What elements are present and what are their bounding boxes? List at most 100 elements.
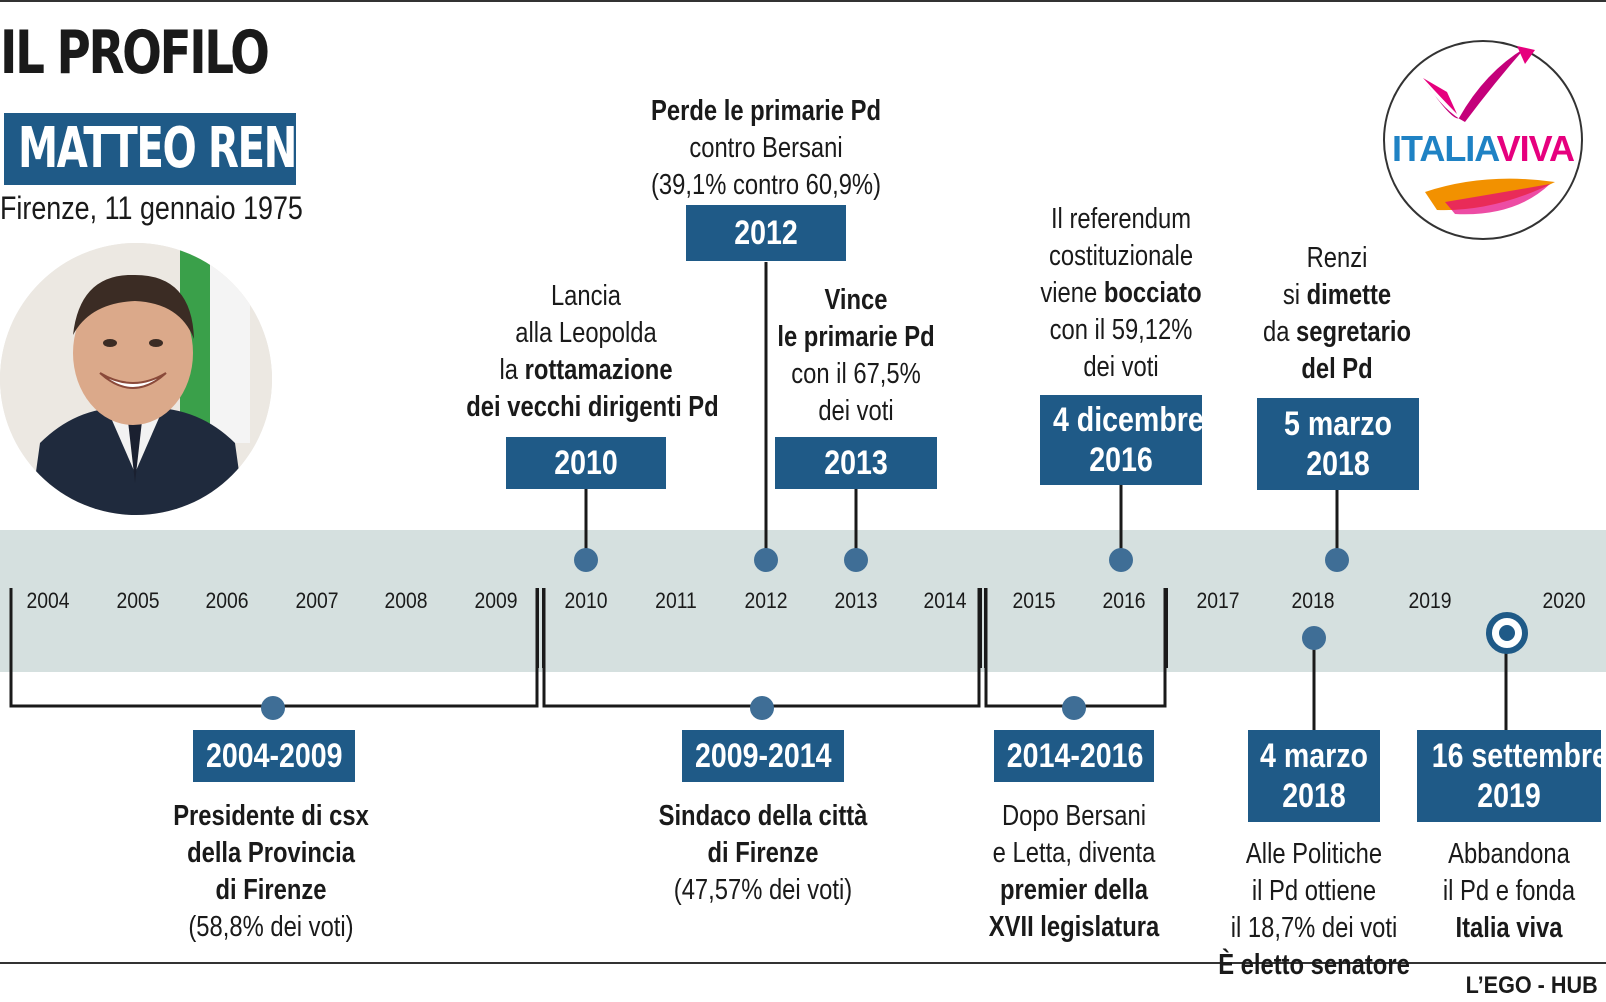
logo-wordmark: ITALIAVIVA — [1385, 128, 1581, 170]
above-date-box: 2012 — [686, 205, 846, 261]
above-date-box: 2013 — [775, 437, 937, 489]
event-text-line: alla Leopolda — [515, 317, 657, 349]
event-text-line: Perde le primarie Pd — [651, 95, 881, 127]
year-label: 2017 — [1196, 588, 1240, 613]
date-label: 2010 — [554, 444, 618, 482]
event-text-line: il 18,7% dei voti — [1230, 912, 1398, 944]
event-text-line: da segretario — [1262, 316, 1412, 348]
event-text-line: con il 59,12% — [1049, 314, 1193, 346]
event-dot — [1325, 548, 1349, 572]
below-event-text: Alle Politiche il Pd ottiene il 18,7% dei … — [1196, 836, 1432, 984]
event-text-line: il Pd e fonda — [1442, 875, 1576, 907]
below-date-box: 16 settembre 2019 — [1417, 730, 1606, 822]
period-dot — [261, 696, 285, 720]
date-label: 2014-2016 — [1006, 737, 1144, 775]
event-dot — [1109, 548, 1133, 572]
logo-text-viva: VIVA — [1496, 128, 1575, 169]
event-text-line: costituzionale — [1048, 240, 1194, 272]
above-date-box: 5 marzo 2018 — [1257, 398, 1419, 490]
date-label: 4 marzo — [1260, 737, 1368, 775]
event-dot — [754, 548, 778, 572]
event-text-line: si dimette — [1282, 279, 1392, 311]
year-label: 2010 — [564, 588, 608, 613]
year-label: 2015 — [1012, 588, 1056, 613]
date-label: 5 marzo — [1284, 405, 1392, 443]
below-event-text: Sindaco della città di Firenze (47,57% dei… — [612, 798, 914, 909]
date-label: 2013 — [824, 444, 888, 482]
year-label: 2016 — [1102, 588, 1146, 613]
date-label: 2016 — [1089, 441, 1153, 479]
event-dot — [1302, 626, 1326, 650]
date-label: 2012 — [734, 214, 798, 252]
event-text-line: e Letta, diventa — [992, 837, 1156, 869]
bracket-2014-2016 — [984, 588, 1167, 708]
event-text-line: contro Bersani — [689, 132, 843, 164]
above-event-text: Vince le primarie Pd con il 67,5% dei voti — [740, 282, 972, 430]
event-text-line: di Firenze — [215, 874, 327, 906]
above-date-box: 4 dicembre 2016 — [1040, 395, 1204, 485]
event-text-line: Alle Politiche — [1245, 838, 1383, 870]
event-text-line: XVII legislatura — [988, 911, 1160, 943]
year-label: 2004 — [26, 588, 70, 613]
event-text-line: premier della — [999, 874, 1149, 906]
above-event-text: Renzi si dimette da segretario del Pd — [1222, 240, 1452, 388]
event-text-line: dei vecchi dirigenti Pd — [466, 391, 719, 423]
event-text-line: Abbandona — [1448, 838, 1570, 870]
below-event-text: Dopo Bersani e Letta, diventa premier dell… — [958, 798, 1190, 946]
year-label: 2007 — [295, 588, 339, 613]
event-text-line: dei voti — [818, 395, 894, 427]
event-text-line: dei voti — [1083, 351, 1159, 383]
event-text-line: Vince — [824, 284, 888, 316]
event-text-line: il Pd ottiene — [1251, 875, 1377, 907]
event-text-line: Sindaco della città — [658, 800, 868, 832]
event-text-line: del Pd — [1301, 353, 1373, 385]
year-label: 2012 — [744, 588, 788, 613]
event-text-line: (39,1% contro 60,9%) — [650, 169, 881, 201]
year-label: 2011 — [655, 588, 697, 613]
above-event-text: Il referendum costituzionale viene bocciat… — [1010, 201, 1232, 386]
above-date-box: 2010 — [506, 437, 666, 489]
italia-viva-logo-icon: ITALIAVIVA — [1383, 40, 1583, 240]
event-text-line: viene bocciato — [1040, 277, 1202, 309]
year-label: 2013 — [834, 588, 878, 613]
page-title: IL PROFILO — [0, 18, 270, 88]
event-text-line: la rottamazione — [499, 354, 673, 386]
date-label: 4 dicembre — [1052, 401, 1204, 439]
below-date-box: 4 marzo 2018 — [1248, 730, 1380, 822]
period-dot — [750, 696, 774, 720]
event-text-line: È eletto senatore — [1218, 949, 1410, 981]
event-dot — [574, 548, 598, 572]
date-label: 2004-2009 — [205, 737, 343, 775]
period-dot — [1062, 696, 1086, 720]
year-label: 2006 — [205, 588, 249, 613]
event-text-line: della Provincia — [187, 837, 355, 869]
event-text-line: Il referendum — [1050, 203, 1192, 235]
event-text-line: Italia viva — [1455, 912, 1563, 944]
bracket-2004-2009 — [9, 588, 539, 708]
date-label: 2019 — [1477, 777, 1541, 815]
birth-info: Firenze, 11 gennaio 1975 — [0, 190, 303, 226]
below-event-text: Abbandona il Pd e fonda Italia viva — [1407, 836, 1606, 947]
current-event-marker — [1486, 612, 1528, 654]
event-text-line: di Firenze — [707, 837, 819, 869]
event-dot — [844, 548, 868, 572]
year-label: 2019 — [1408, 588, 1452, 613]
logo-text-italia: ITALIA — [1392, 128, 1498, 169]
year-label: 2014 — [923, 588, 967, 613]
year-label: 2005 — [116, 588, 160, 613]
event-text-line: Lancia — [550, 280, 622, 312]
year-label: 2009 — [474, 588, 518, 613]
bottom-rule — [0, 962, 1606, 964]
date-label: 2018 — [1306, 445, 1370, 483]
event-text-line: le primarie Pd — [777, 321, 935, 353]
top-rule — [0, 0, 1606, 2]
year-label: 2008 — [384, 588, 428, 613]
above-event-text: Lancia alla Leopolda la rottamazione dei ve… — [440, 278, 732, 426]
year-label: 2018 — [1291, 588, 1335, 613]
below-date-box: 2004-2009 — [193, 730, 355, 782]
event-text-line: (47,57% dei voti) — [673, 874, 853, 906]
above-event-text: Perde le primarie Pd contro Bersani (39,1%… — [620, 93, 912, 204]
date-label: 16 settembre — [1431, 737, 1606, 775]
below-date-box: 2014-2016 — [994, 730, 1154, 782]
year-label: 2020 — [1542, 588, 1586, 613]
